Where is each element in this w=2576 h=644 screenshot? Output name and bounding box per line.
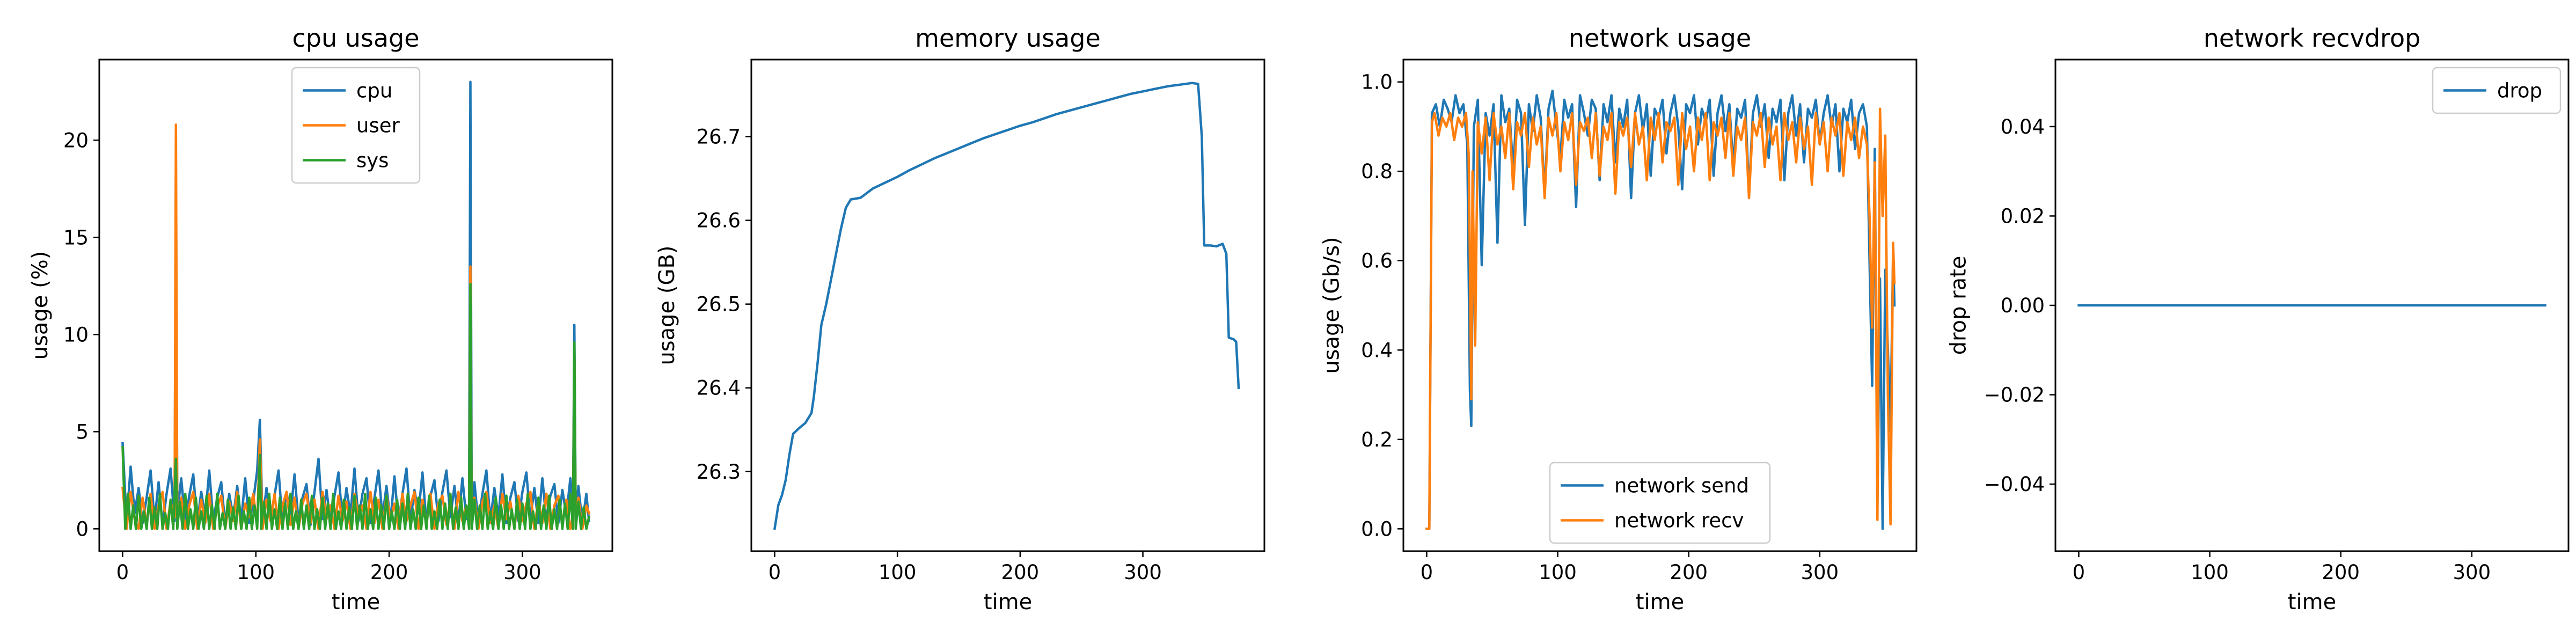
subplot-3: 0 100 200 300 0.0 0.2 0.4 0.6 0.8 1.0 network usag…: [1320, 24, 1918, 614]
x-tick-label: 0: [2073, 561, 2085, 584]
y-tick-label: 10: [63, 323, 89, 346]
y-tick-label: −0.04: [1984, 473, 2045, 496]
y-tick-label: 26.3: [697, 460, 741, 484]
series-line-network-recv: [1425, 107, 1896, 530]
y-tick-label: 0.02: [2001, 204, 2045, 228]
legend: cpu user sys: [291, 67, 421, 184]
x-tick-label: 100: [2191, 561, 2229, 584]
subplot-1: 0 100 200 300 0 5 10 15 20 cpu usage time usage (%)…: [28, 24, 613, 614]
x-tick-label: 100: [1539, 561, 1577, 584]
series-group: [773, 82, 1240, 530]
x-tick-label: 300: [2453, 561, 2491, 584]
series-line-network-send: [1425, 90, 1896, 530]
x-tick-label: 100: [237, 561, 275, 584]
chart-title: memory usage: [915, 24, 1101, 53]
subplot-2: 0 100 200 300 26.3 26.4 26.5 26.6 26.7 memory usa…: [655, 24, 1265, 614]
y-axis-label: usage (%): [28, 251, 53, 360]
y-tick-label: 0.4: [1361, 339, 1393, 362]
y-tick-label: 20: [63, 129, 89, 152]
series-group: [121, 80, 591, 530]
legend: network send network recv: [1549, 462, 1771, 544]
series-group: [1425, 90, 1896, 530]
legend-box: [1549, 462, 1771, 544]
plot-frame: [98, 58, 613, 552]
chart-title: network recvdrop: [2204, 24, 2421, 53]
y-tick-label: 0: [76, 517, 89, 540]
chart-title: network usage: [1569, 24, 1751, 53]
x-tick-label: 0: [116, 561, 129, 584]
legend-label: sys: [356, 149, 389, 172]
x-axis-label: time: [332, 590, 380, 614]
y-tick-label: 0.6: [1361, 250, 1393, 273]
legend-label: network send: [1614, 474, 1749, 497]
legend-box: [2432, 67, 2562, 114]
y-tick-label: 26.5: [697, 293, 741, 316]
y-tick-label: 0.2: [1361, 428, 1393, 451]
legend-label: drop: [2497, 79, 2542, 103]
x-axis-label: time: [1636, 590, 1684, 614]
x-tick-label: 200: [370, 561, 408, 584]
legend-label: cpu: [356, 79, 392, 103]
y-tick-label: 26.6: [697, 209, 741, 232]
series-line-sys: [121, 282, 591, 530]
y-axis-label: drop rate: [1946, 256, 1971, 355]
legend-label: network recv: [1614, 509, 1744, 532]
subplot-4: 0 100 200 300 −0.04 −0.02 0.00 0.02 0.04 network …: [1946, 24, 2570, 614]
x-tick-label: 100: [879, 561, 917, 584]
y-tick-label: 26.4: [697, 377, 741, 400]
y-tick-label: 15: [63, 226, 89, 249]
plot-frame: [750, 58, 1265, 552]
series-line-user: [121, 123, 591, 530]
legend-label: user: [356, 114, 400, 137]
y-tick-label: 26.7: [697, 126, 741, 149]
y-tick-label: 0.8: [1361, 160, 1393, 183]
y-tick-label: 1.0: [1361, 71, 1393, 94]
legend-box: [291, 67, 421, 184]
series-line-series-1: [773, 82, 1240, 530]
y-tick-label: −0.02: [1984, 384, 2045, 407]
y-tick-label: 0.0: [1361, 517, 1393, 540]
x-tick-label: 0: [769, 561, 781, 584]
x-tick-label: 300: [503, 561, 541, 584]
y-axis-label: usage (Gb/s): [1320, 237, 1344, 374]
x-axis-label: time: [984, 590, 1032, 614]
legend: drop: [2432, 67, 2562, 114]
x-tick-label: 200: [1001, 561, 1040, 584]
x-axis-label: time: [2288, 590, 2336, 614]
x-tick-label: 200: [2322, 561, 2360, 584]
x-tick-label: 0: [1421, 561, 1433, 584]
y-axis-label: usage (GB): [655, 245, 679, 365]
y-tick-label: 0.00: [2001, 294, 2045, 317]
x-tick-label: 200: [1670, 561, 1708, 584]
x-tick-label: 300: [1801, 561, 1839, 584]
plot-frame: [1402, 58, 1918, 552]
chart-title: cpu usage: [292, 24, 419, 53]
y-tick-label: 5: [76, 420, 89, 443]
y-tick-label: 0.04: [2001, 115, 2045, 138]
x-tick-label: 300: [1124, 561, 1162, 584]
